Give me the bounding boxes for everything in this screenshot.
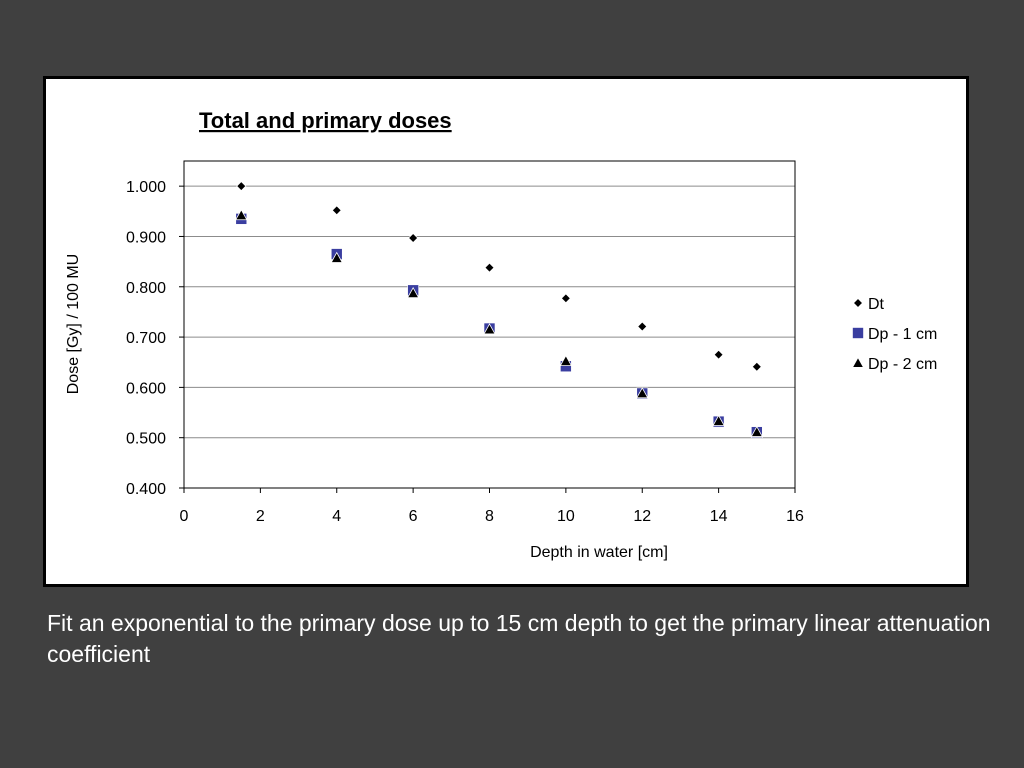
x-tick-label: 10 bbox=[557, 508, 575, 525]
x-tick-label: 8 bbox=[485, 508, 494, 525]
data-point-diamond bbox=[408, 232, 419, 244]
x-tick-label: 2 bbox=[256, 508, 265, 525]
data-point-triangle bbox=[330, 251, 343, 263]
legend-label: Dp - 2 cm bbox=[868, 356, 937, 373]
slide-caption: Fit an exponential to the primary dose u… bbox=[47, 610, 991, 667]
legend-marker-square bbox=[852, 327, 864, 339]
chart-title: Total and primary doses bbox=[199, 108, 452, 133]
y-tick-label: 0.900 bbox=[126, 229, 166, 246]
data-point-triangle bbox=[559, 354, 573, 367]
data-point-triangle bbox=[483, 323, 496, 335]
data-point-triangle bbox=[406, 286, 420, 299]
y-tick-label: 0.500 bbox=[126, 431, 166, 448]
data-point-diamond bbox=[637, 321, 648, 332]
data-point-diamond bbox=[331, 205, 342, 216]
data-point-triangle bbox=[712, 414, 725, 426]
data-point-diamond bbox=[751, 361, 762, 372]
legend-marker-triangle bbox=[851, 356, 865, 368]
data-point-diamond bbox=[713, 349, 724, 360]
legend-label: Dt bbox=[868, 296, 885, 313]
y-tick-label: 0.400 bbox=[126, 481, 166, 498]
legend-marker-diamond bbox=[852, 297, 864, 309]
y-tick-label: 0.700 bbox=[126, 330, 166, 347]
data-point-triangle bbox=[636, 387, 649, 399]
x-tick-label: 4 bbox=[332, 508, 341, 525]
x-tick-label: 0 bbox=[180, 508, 189, 525]
dose-scatter-chart: Total and primary doses Dose [Gy] / 100 … bbox=[65, 108, 937, 561]
x-tick-label: 14 bbox=[710, 508, 728, 525]
data-point-triangle bbox=[750, 425, 763, 437]
y-tick-label: 1.000 bbox=[126, 179, 166, 196]
data-point-diamond bbox=[484, 262, 495, 273]
x-tick-label: 6 bbox=[409, 508, 418, 525]
chart-frame: Total and primary doses Dose [Gy] / 100 … bbox=[43, 76, 969, 587]
x-tick-label: 12 bbox=[633, 508, 651, 525]
x-axis-label: Depth in water [cm] bbox=[530, 544, 668, 561]
legend-label: Dp - 1 cm bbox=[868, 326, 937, 343]
data-point-triangle bbox=[235, 209, 248, 221]
x-tick-label: 16 bbox=[786, 508, 804, 525]
y-tick-label: 0.600 bbox=[126, 380, 166, 397]
y-axis-label: Dose [Gy] / 100 MU bbox=[65, 254, 82, 395]
y-tick-label: 0.800 bbox=[126, 280, 166, 297]
data-point-diamond bbox=[560, 293, 571, 304]
data-point-diamond bbox=[236, 181, 247, 192]
